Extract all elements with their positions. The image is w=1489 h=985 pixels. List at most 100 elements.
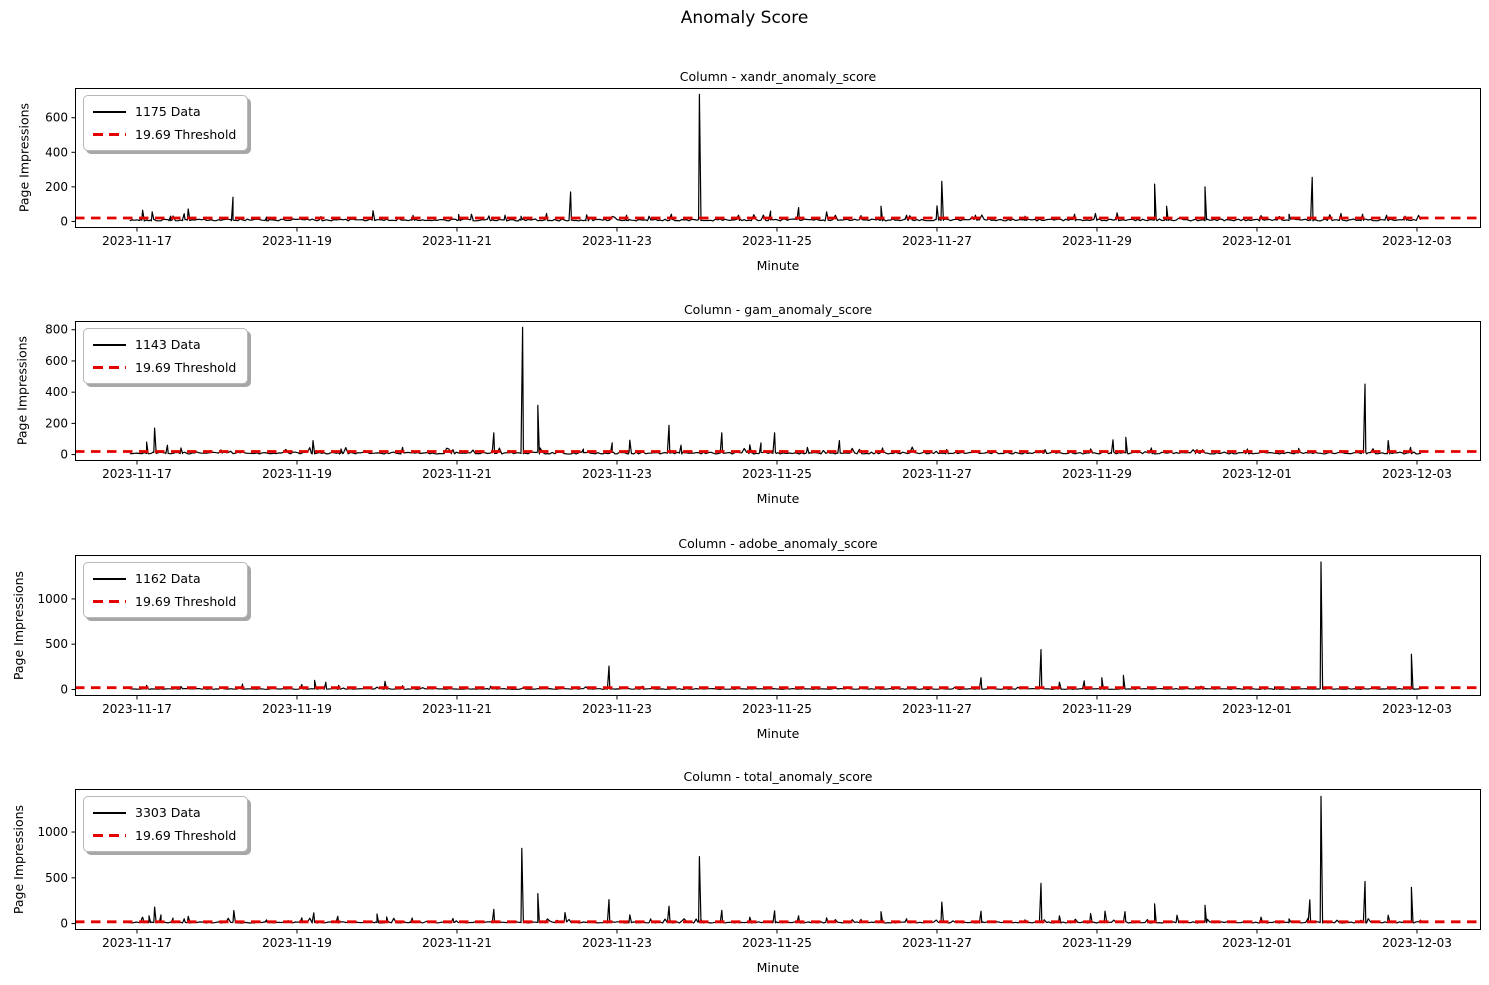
axes: 0 500 1000 2023-11-17 2023-11-19 2023-11-21 20…	[37, 789, 1481, 950]
legend: 3303 Data 19.69 Threshold	[83, 796, 249, 852]
legend: 1175 Data 19.69 Threshold	[83, 95, 249, 151]
data-line	[129, 93, 1422, 222]
axes-frame	[75, 88, 1481, 228]
x-tick-label: 2023-11-17	[102, 467, 172, 481]
y-tick-label: 500	[45, 637, 68, 651]
y-tick-label: 0	[60, 448, 68, 462]
data-line	[129, 795, 1422, 924]
legend-threshold-label: 19.69 Threshold	[135, 828, 237, 843]
y-tick-label: 600	[45, 111, 68, 125]
x-axis-label: Minute	[756, 258, 800, 273]
legend-entry-data: 1143 Data	[93, 336, 236, 353]
y-axis-label: Page Impressions	[10, 570, 26, 680]
x-tick-label: 2023-11-27	[902, 702, 972, 716]
x-tick-label: 2023-12-01	[1222, 234, 1292, 248]
threshold-line-sample	[93, 600, 126, 603]
x-tick-label: 2023-11-29	[1062, 467, 1132, 481]
x-tick-label: 2023-11-17	[102, 936, 172, 950]
data-line-sample	[93, 343, 126, 346]
threshold-line-sample	[93, 366, 126, 369]
x-tick-label: 2023-11-25	[742, 702, 812, 716]
x-tick-label: 2023-11-17	[102, 234, 172, 248]
subplot-title: Column - adobe_anomaly_score	[678, 536, 878, 551]
x-tick-label: 2023-11-21	[422, 234, 492, 248]
y-tick-label: 500	[45, 871, 68, 885]
x-tick-label: 2023-12-03	[1382, 936, 1452, 950]
legend-entry-data: 1175 Data	[93, 103, 236, 120]
x-tick-label: 2023-11-29	[1062, 702, 1132, 716]
legend: 1162 Data 19.69 Threshold	[83, 562, 249, 618]
y-tick-label: 400	[45, 385, 68, 399]
axes: 0 200 400 600 800 2023-11-17 2023-11-19 2023-11…	[45, 321, 1481, 481]
figure-title: Anomaly Score	[680, 8, 809, 28]
legend-data-label: 3303 Data	[135, 805, 201, 820]
x-tick-label: 2023-11-19	[262, 467, 332, 481]
legend-entry-data: 3303 Data	[93, 804, 236, 821]
legend-entry-threshold: 19.69 Threshold	[93, 359, 236, 376]
x-tick-label: 2023-11-27	[902, 936, 972, 950]
threshold-line-sample	[93, 133, 126, 136]
x-tick-label: 2023-11-27	[902, 467, 972, 481]
data-line-sample	[93, 577, 126, 580]
subplot-title: Column - gam_anomaly_score	[683, 302, 873, 317]
y-tick-label: 800	[45, 323, 68, 337]
x-tick-label: 2023-11-25	[742, 936, 812, 950]
data-line	[129, 326, 1422, 455]
legend-data-label: 1162 Data	[135, 571, 201, 586]
y-tick-label: 0	[60, 917, 68, 931]
x-tick-label: 2023-11-19	[262, 702, 332, 716]
axes-frame	[75, 555, 1481, 696]
subplot-title: Column - xandr_anomaly_score	[679, 69, 877, 84]
x-tick-label: 2023-11-23	[582, 936, 652, 950]
x-tick-label: 2023-11-23	[582, 702, 652, 716]
y-tick-label: 200	[45, 416, 68, 430]
axes: 0 500 1000 2023-11-17 2023-11-19 2023-11-21 20…	[37, 555, 1481, 716]
x-tick-label: 2023-12-03	[1382, 467, 1452, 481]
y-tick-label: 200	[45, 180, 68, 194]
y-axis-label: Page Impressions	[14, 335, 30, 446]
subplot-title: Column - total_anomaly_score	[683, 769, 873, 784]
x-tick-label: 2023-11-29	[1062, 936, 1132, 950]
x-tick-label: 2023-12-03	[1382, 234, 1452, 248]
x-tick-label: 2023-12-03	[1382, 702, 1452, 716]
x-tick-label: 2023-11-17	[102, 702, 172, 716]
x-axis-label: Minute	[756, 960, 800, 975]
legend-data-label: 1175 Data	[135, 104, 201, 119]
x-tick-label: 2023-11-21	[422, 936, 492, 950]
x-tick-label: 2023-12-01	[1222, 467, 1292, 481]
x-tick-label: 2023-11-23	[582, 234, 652, 248]
data-line-sample	[93, 110, 126, 113]
legend-entry-threshold: 19.69 Threshold	[93, 126, 236, 143]
x-tick-label: 2023-11-21	[422, 467, 492, 481]
legend-data-label: 1143 Data	[135, 337, 201, 352]
legend-entry-threshold: 19.69 Threshold	[93, 593, 236, 610]
data-line	[129, 561, 1422, 690]
x-tick-label: 2023-12-01	[1222, 936, 1292, 950]
axes: 0 200 400 600 2023-11-17 2023-11-19 2023-11-21…	[45, 88, 1481, 248]
x-axis-label: Minute	[756, 491, 800, 506]
x-tick-label: 2023-11-27	[902, 234, 972, 248]
legend-entry-data: 1162 Data	[93, 570, 236, 587]
y-tick-label: 0	[60, 214, 68, 228]
y-tick-label: 0	[60, 682, 68, 696]
x-tick-label: 2023-12-01	[1222, 702, 1292, 716]
axes-frame	[75, 789, 1481, 930]
x-tick-label: 2023-11-19	[262, 936, 332, 950]
x-tick-label: 2023-11-21	[422, 702, 492, 716]
x-tick-label: 2023-11-25	[742, 467, 812, 481]
threshold-line-sample	[93, 834, 126, 837]
legend-threshold-label: 19.69 Threshold	[135, 594, 237, 609]
legend-threshold-label: 19.69 Threshold	[135, 360, 237, 375]
x-tick-label: 2023-11-19	[262, 234, 332, 248]
y-axis-label: Page Impressions	[16, 102, 32, 213]
axes-frame	[75, 321, 1481, 461]
y-axis-label: Page Impressions	[10, 804, 26, 914]
y-tick-label: 1000	[37, 592, 68, 606]
x-axis-label: Minute	[756, 726, 800, 741]
y-tick-label: 400	[45, 145, 68, 159]
y-tick-label: 1000	[37, 825, 68, 839]
y-tick-label: 600	[45, 354, 68, 368]
x-tick-label: 2023-11-29	[1062, 234, 1132, 248]
x-tick-label: 2023-11-23	[582, 467, 652, 481]
